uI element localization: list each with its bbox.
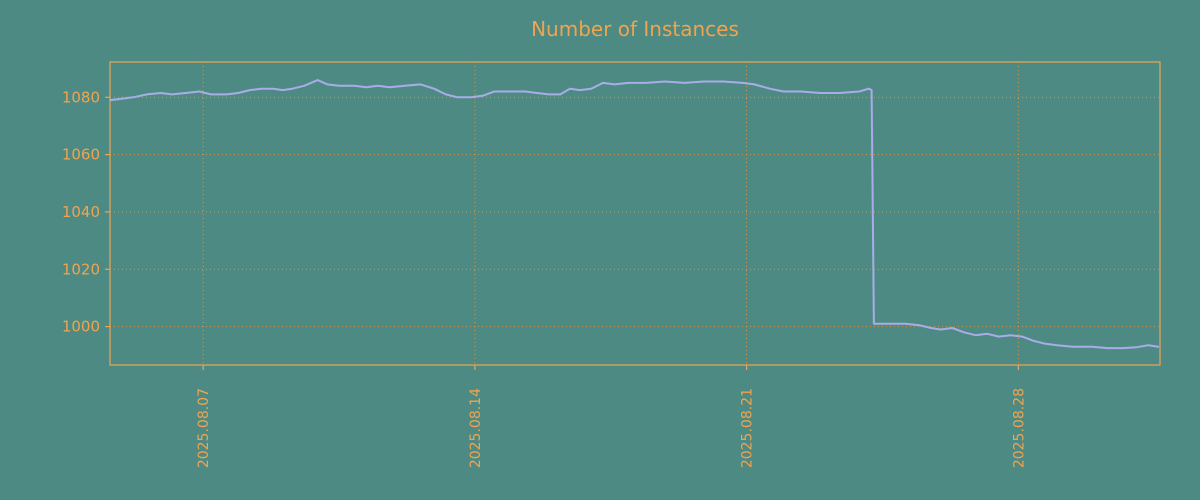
y-tick-label: 1020	[62, 260, 100, 278]
x-tick-label: 2025.08.28	[1011, 388, 1027, 468]
y-tick-label: 1060	[62, 146, 100, 164]
y-tick-label: 1040	[62, 203, 100, 221]
x-tick-label: 2025.08.07	[196, 388, 212, 468]
y-tick-label: 1000	[62, 318, 100, 336]
x-tick-label: 2025.08.14	[468, 388, 484, 468]
instances-line	[109, 79, 1160, 350]
x-tick-label: 2025.08.21	[740, 388, 756, 468]
chart-title: Number of Instances	[531, 17, 739, 41]
y-tick-label: 1080	[62, 88, 100, 106]
plot-border	[109, 61, 1161, 366]
